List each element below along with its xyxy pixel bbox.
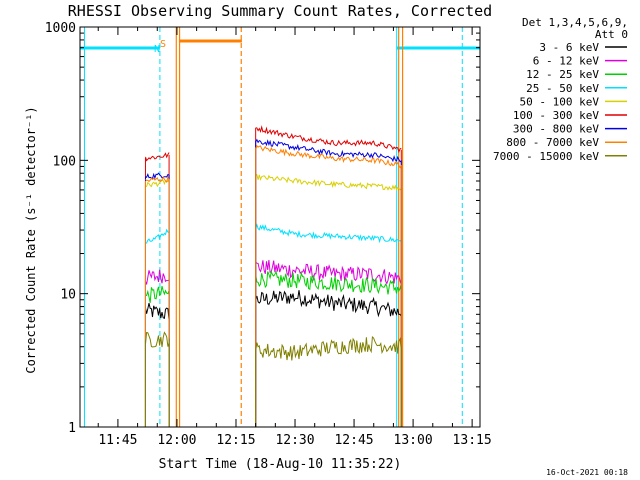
series-0-segment-0 bbox=[145, 302, 170, 321]
series-7-segment-1 bbox=[255, 144, 402, 169]
series-8-segment-1 bbox=[255, 335, 402, 361]
series-4-segment-1 bbox=[255, 174, 402, 192]
legend-label-5: 100 - 300 keV bbox=[513, 109, 599, 122]
legend-label-6: 300 - 800 keV bbox=[513, 123, 599, 136]
legend-header-line-2: Att 0 bbox=[595, 28, 628, 41]
x-tick-label-0: 11:45 bbox=[98, 433, 137, 448]
x-tick-label-4: 12:45 bbox=[334, 433, 373, 448]
x-tick-label-6: 13:15 bbox=[453, 433, 492, 448]
x-tick-label-3: 12:30 bbox=[275, 433, 314, 448]
series-1-segment-0 bbox=[145, 269, 170, 285]
legend-label-7: 800 - 7000 keV bbox=[506, 136, 599, 149]
series-5-segment-1 bbox=[255, 125, 402, 154]
y-tick-label-2: 100 bbox=[53, 154, 76, 169]
series-2-segment-0 bbox=[145, 285, 170, 303]
legend-label-3: 25 - 50 keV bbox=[526, 82, 599, 95]
plot-frame bbox=[79, 26, 481, 428]
series-0-segment-1 bbox=[255, 290, 402, 318]
axes: 11:45 12:00 12:15 12:30 12:45 13:00 13:15 1 10 10… bbox=[45, 21, 492, 448]
legend-label-0: 3 - 6 keV bbox=[539, 41, 599, 54]
y-axis-label: Corrected Count Rate (s⁻¹ detector⁻¹) bbox=[24, 106, 38, 373]
x-tick-label-5: 13:00 bbox=[394, 433, 433, 448]
saa-marker-s: S bbox=[160, 39, 166, 50]
series-3-segment-1 bbox=[255, 223, 402, 244]
chart-title: RHESSI Observing Summary Count Rates, Co… bbox=[68, 2, 492, 20]
annotations bbox=[80, 27, 480, 427]
series-1-segment-1 bbox=[255, 259, 402, 285]
legend-label-1: 6 - 12 keV bbox=[533, 55, 600, 68]
night-marker-n: N bbox=[154, 44, 160, 55]
series-6-segment-1 bbox=[255, 138, 402, 163]
series-3-segment-0 bbox=[145, 228, 170, 244]
series-group bbox=[144, 125, 402, 427]
legend-label-2: 12 - 25 keV bbox=[526, 68, 599, 81]
timestamp: 16-Oct-2021 00:18 bbox=[546, 468, 628, 477]
series-8-segment-0 bbox=[145, 331, 170, 348]
x-tick-label-2: 12:15 bbox=[216, 433, 255, 448]
series-6-segment-0 bbox=[145, 172, 170, 180]
y-tick-label-0: 1 bbox=[68, 421, 76, 436]
series-8 bbox=[144, 331, 402, 427]
y-tick-label-3: 1000 bbox=[45, 21, 76, 36]
x-axis-label: Start Time (18-Aug-10 11:35:22) bbox=[159, 457, 402, 472]
series-4-segment-0 bbox=[145, 178, 170, 188]
legend-label-4: 50 - 100 keV bbox=[520, 95, 600, 108]
legend-label-8: 7000 - 15000 keV bbox=[493, 150, 599, 163]
series-7-segment-0 bbox=[145, 175, 170, 183]
legend-header-line-1: Det 1,3,4,5,6,9, bbox=[522, 16, 628, 29]
series-2-segment-1 bbox=[255, 269, 402, 295]
y-tick-label-1: 10 bbox=[60, 288, 76, 303]
series-5-segment-0 bbox=[145, 152, 170, 162]
x-tick-label-1: 12:00 bbox=[157, 433, 196, 448]
